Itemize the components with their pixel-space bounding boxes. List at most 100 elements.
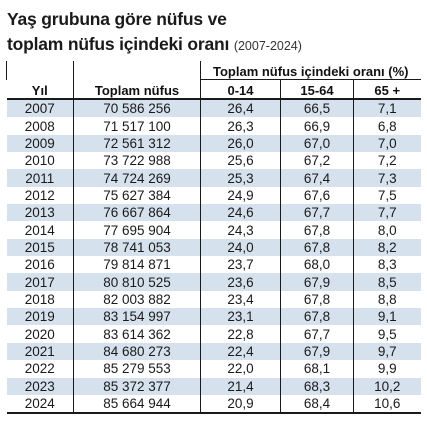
cell-age-0-14-share: 21,4	[200, 377, 281, 395]
cell-total-population: 70 586 256	[73, 99, 201, 118]
cell-age-0-14-share: 26,4	[200, 99, 281, 118]
cell-age-15-64-share: 67,2	[280, 152, 354, 170]
header-spacer-total	[73, 61, 201, 80]
cell-year: 2012	[6, 186, 74, 205]
table-row: 2016 79 814 871 23,7 68,0 8,3	[6, 256, 421, 274]
table-row: 2017 80 810 525 23,6 67,9 8,5	[6, 273, 421, 291]
cell-total-population: 85 372 377	[73, 377, 201, 395]
cell-age-15-64-share: 67,9	[280, 342, 354, 361]
cell-age-65-plus-share: 10,6	[352, 394, 421, 415]
cell-age-0-14-share: 23,7	[200, 256, 281, 274]
population-table: Toplam nüfus içindeki oranı (%) Yıl Topl…	[6, 61, 421, 415]
table-row: 2007 70 586 256 26,4 66,5 7,1	[6, 99, 421, 118]
cell-total-population: 76 667 864	[73, 204, 201, 222]
cell-age-15-64-share: 67,0	[280, 134, 354, 153]
cell-year: 2014	[6, 221, 74, 239]
cell-age-65-plus-share: 7,1	[352, 99, 421, 118]
cell-age-0-14-share: 22,0	[200, 360, 281, 378]
cell-age-65-plus-share: 9,9	[352, 360, 421, 378]
cell-age-15-64-share: 67,8	[280, 290, 354, 309]
title-line-1: Yaş grubuna göre nüfus ve	[7, 9, 227, 29]
cell-age-15-64-share: 67,4	[280, 169, 354, 187]
cell-year: 2008	[6, 117, 74, 135]
cell-year: 2009	[6, 134, 74, 153]
cell-age-0-14-share: 23,6	[200, 273, 281, 291]
title-line-2: toplam nüfus içindeki oranı (2007-2024)	[7, 32, 417, 59]
title-line-2-text: toplam nüfus içindeki oranı	[7, 34, 230, 54]
cell-year: 2023	[6, 377, 74, 395]
table-row: 2009 72 561 312 26,0 67,0 7,0	[6, 134, 421, 153]
cell-age-15-64-share: 68,3	[280, 377, 354, 395]
header-age-65-plus: 65 +	[352, 79, 421, 100]
cell-total-population: 83 154 997	[73, 308, 201, 326]
cell-year: 2016	[6, 256, 74, 274]
cell-age-15-64-share: 67,8	[280, 221, 354, 239]
table-body: 2007 70 586 256 26,4 66,5 7,1 2008 71 517 100 2…	[6, 99, 421, 415]
table-row: 2010 73 722 988 25,6 67,2 7,2	[6, 152, 421, 170]
cell-age-15-64-share: 67,7	[280, 325, 354, 343]
cell-total-population: 71 517 100	[73, 117, 201, 135]
cell-age-65-plus-share: 7,2	[352, 152, 421, 170]
cell-age-65-plus-share: 9,1	[352, 308, 421, 326]
table-row: 2012 75 627 384 24,9 67,6 7,5	[6, 186, 421, 205]
cell-year: 2022	[6, 360, 74, 378]
table-row: 2018 82 003 882 23,4 67,8 8,8	[6, 290, 421, 309]
cell-total-population: 84 680 273	[73, 342, 201, 361]
table-row: 2024 85 664 944 20,9 68,4 10,6	[6, 394, 421, 415]
table-row: 2023 85 372 377 21,4 68,3 10,2	[6, 377, 421, 395]
cell-total-population: 82 003 882	[73, 290, 201, 309]
cell-total-population: 77 695 904	[73, 221, 201, 239]
table-row: 2019 83 154 997 23,1 67,8 9,1	[6, 308, 421, 326]
cell-age-0-14-share: 25,3	[200, 169, 281, 187]
cell-year: 2019	[6, 308, 74, 326]
cell-total-population: 83 614 362	[73, 325, 201, 343]
cell-age-0-14-share: 25,6	[200, 152, 281, 170]
page-title: Yaş grubuna göre nüfus ve toplam nüfus i…	[7, 7, 417, 59]
cell-age-65-plus-share: 9,5	[352, 325, 421, 343]
cell-age-0-14-share: 24,3	[200, 221, 281, 239]
cell-year: 2018	[6, 290, 74, 309]
header-share-group: Toplam nüfus içindeki oranı (%)	[199, 61, 421, 80]
cell-total-population: 79 814 871	[73, 256, 201, 274]
cell-age-0-14-share: 26,3	[200, 117, 281, 135]
table-row: 2020 83 614 362 22,8 67,7 9,5	[6, 325, 421, 343]
table-row: 2011 74 724 269 25,3 67,4 7,3	[6, 169, 421, 187]
cell-age-15-64-share: 67,9	[280, 273, 354, 291]
cell-age-0-14-share: 24,0	[200, 238, 281, 257]
cell-age-15-64-share: 68,0	[280, 256, 354, 274]
cell-age-15-64-share: 67,6	[280, 186, 354, 205]
cell-age-65-plus-share: 7,3	[352, 169, 421, 187]
cell-age-0-14-share: 23,4	[200, 290, 281, 309]
cell-age-0-14-share: 26,0	[200, 134, 281, 153]
table-row: 2015 78 741 053 24,0 67,8 8,2	[6, 238, 421, 257]
cell-year: 2011	[6, 169, 74, 187]
cell-age-0-14-share: 23,1	[200, 308, 281, 326]
header-total-population: Toplam nüfus	[73, 79, 201, 100]
cell-age-15-64-share: 66,5	[280, 99, 354, 118]
cell-age-65-plus-share: 8,3	[352, 256, 421, 274]
header-spacer-year	[6, 61, 74, 80]
table-row: 2022 85 279 553 22,0 68,1 9,9	[6, 360, 421, 378]
cell-age-0-14-share: 20,9	[200, 394, 281, 415]
cell-age-65-plus-share: 10,2	[352, 377, 421, 395]
cell-total-population: 85 664 944	[73, 394, 201, 415]
cell-year: 2015	[6, 238, 74, 257]
cell-year: 2007	[6, 99, 74, 118]
cell-age-15-64-share: 67,8	[280, 238, 354, 257]
header-age-15-64: 15-64	[280, 79, 354, 100]
cell-age-0-14-share: 24,6	[200, 204, 281, 222]
cell-age-65-plus-share: 7,0	[352, 134, 421, 153]
cell-year: 2021	[6, 342, 74, 361]
cell-age-65-plus-share: 8,2	[352, 238, 421, 257]
table-row: 2021 84 680 273 22,4 67,9 9,7	[6, 342, 421, 361]
cell-age-65-plus-share: 7,7	[352, 204, 421, 222]
cell-total-population: 73 722 988	[73, 152, 201, 170]
cell-total-population: 75 627 384	[73, 186, 201, 205]
cell-total-population: 80 810 525	[73, 273, 201, 291]
cell-total-population: 74 724 269	[73, 169, 201, 187]
cell-age-65-plus-share: 6,8	[352, 117, 421, 135]
cell-age-65-plus-share: 9,7	[352, 342, 421, 361]
cell-total-population: 85 279 553	[73, 360, 201, 378]
header-age-0-14: 0-14	[200, 79, 281, 100]
cell-age-65-plus-share: 8,8	[352, 290, 421, 309]
